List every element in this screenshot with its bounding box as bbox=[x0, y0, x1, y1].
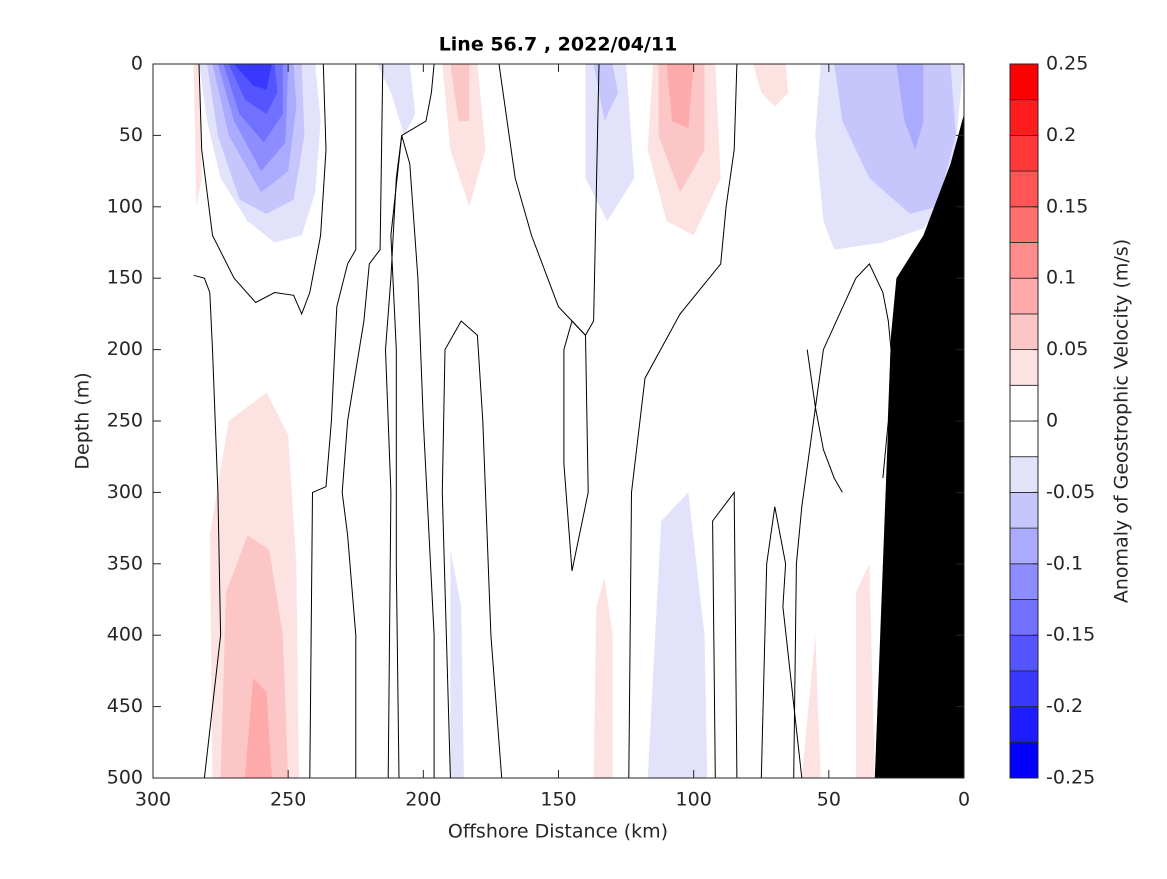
seafloor bbox=[874, 114, 964, 778]
colorbar-band bbox=[1009, 313, 1039, 350]
colorbar-band bbox=[1009, 563, 1039, 600]
colorbar-band bbox=[1009, 420, 1039, 458]
colorbar-band bbox=[1009, 491, 1039, 529]
x-tick-label: 200 bbox=[405, 789, 441, 811]
colorbar-tick-label: -0.25 bbox=[1046, 767, 1095, 789]
x-tick-label: 300 bbox=[135, 789, 171, 811]
y-tick-label: 50 bbox=[119, 124, 143, 146]
contour-line bbox=[309, 64, 357, 779]
colorbar-band bbox=[1009, 527, 1039, 565]
contour-region bbox=[377, 64, 416, 136]
contour-line bbox=[806, 349, 843, 493]
contour-region bbox=[593, 578, 613, 778]
y-tick-label: 200 bbox=[107, 338, 143, 360]
contour-line bbox=[498, 63, 600, 337]
chart-title: Line 56.7 , 2022/04/11 bbox=[439, 34, 678, 56]
colorbar-band bbox=[1009, 99, 1039, 136]
colorbar-tick-label: 0.1 bbox=[1046, 267, 1076, 289]
contour-region bbox=[896, 64, 924, 150]
colorbar-tick-label: 0.15 bbox=[1046, 195, 1088, 217]
contour-line bbox=[198, 63, 327, 316]
contour-region bbox=[450, 64, 470, 122]
y-tick-label: 500 bbox=[107, 767, 143, 789]
contour-region bbox=[834, 64, 956, 214]
colorbar-tick-label: -0.15 bbox=[1046, 624, 1095, 646]
colorbar-tick-label: -0.2 bbox=[1046, 695, 1083, 717]
contour-region bbox=[753, 64, 789, 107]
contour-line bbox=[760, 506, 803, 779]
colorbar-band bbox=[1009, 706, 1039, 743]
y-tick-label: 150 bbox=[107, 267, 143, 289]
colorbar-band bbox=[1009, 277, 1039, 315]
colorbar-tick-label: 0.05 bbox=[1046, 338, 1088, 360]
contour-line bbox=[193, 274, 222, 779]
contour-region bbox=[593, 64, 618, 122]
colorbar-band bbox=[1009, 384, 1039, 422]
colorbar-tick-label: 0.2 bbox=[1046, 124, 1076, 146]
contour-line bbox=[712, 490, 738, 779]
x-tick-label: 150 bbox=[540, 789, 576, 811]
colorbar-tick-label: 0.25 bbox=[1046, 53, 1088, 75]
x-tick-label: 250 bbox=[270, 789, 306, 811]
x-axis-label: Offshore Distance (km) bbox=[448, 821, 668, 843]
colorbar-band bbox=[1009, 63, 1039, 101]
y-tick-label: 400 bbox=[107, 624, 143, 646]
y-tick-label: 100 bbox=[107, 195, 143, 217]
contour-region bbox=[647, 492, 708, 778]
contour-region bbox=[442, 64, 486, 207]
colorbar-tick-label: -0.1 bbox=[1046, 552, 1083, 574]
contour-line bbox=[628, 63, 738, 779]
y-tick-label: 300 bbox=[107, 481, 143, 503]
contour-region bbox=[220, 535, 289, 778]
y-tick-label: 0 bbox=[131, 53, 143, 75]
colorbar-tick-label: 0 bbox=[1046, 410, 1058, 432]
colorbar-band bbox=[1009, 599, 1039, 636]
y-tick-label: 250 bbox=[107, 410, 143, 432]
contour-line bbox=[390, 63, 435, 779]
x-tick-label: 100 bbox=[676, 789, 712, 811]
contour-region bbox=[234, 64, 272, 90]
colorbar-band bbox=[1009, 206, 1039, 243]
contour-line bbox=[441, 320, 503, 779]
colorbar-band bbox=[1009, 456, 1039, 493]
contour-region bbox=[244, 678, 272, 778]
contour-region bbox=[450, 549, 464, 778]
x-tick-label: 50 bbox=[817, 789, 841, 811]
contour-region bbox=[801, 635, 821, 778]
colorbar-band bbox=[1009, 349, 1039, 386]
contour-line bbox=[341, 63, 384, 778]
colorbar-band bbox=[1009, 170, 1039, 208]
colorbar-band bbox=[1009, 670, 1039, 708]
colorbar-band bbox=[1009, 634, 1039, 672]
contour-region bbox=[855, 563, 875, 778]
x-tick-label: 0 bbox=[958, 789, 970, 811]
y-axis-label: Depth (m) bbox=[72, 372, 94, 469]
colorbar-band bbox=[1009, 134, 1039, 172]
colorbar-band bbox=[1009, 242, 1039, 279]
y-tick-label: 450 bbox=[107, 695, 143, 717]
colorbar-tick-label: -0.05 bbox=[1046, 481, 1095, 503]
contour-region bbox=[666, 64, 694, 129]
colorbar-label: Anomaly of Geostrophic Velocity (m/s) bbox=[1111, 239, 1133, 603]
colorbar-band bbox=[1009, 741, 1039, 779]
y-tick-label: 350 bbox=[107, 552, 143, 574]
